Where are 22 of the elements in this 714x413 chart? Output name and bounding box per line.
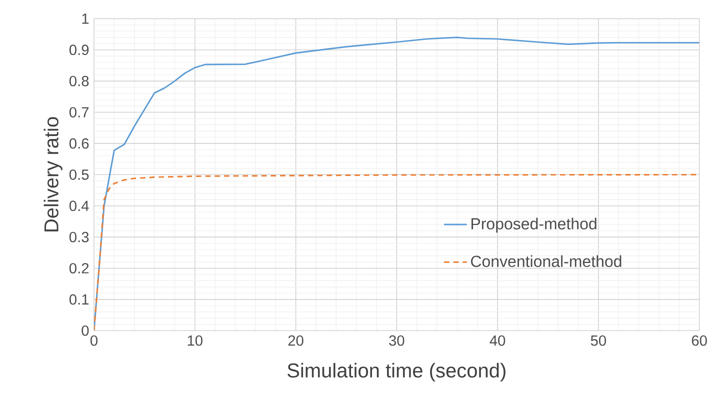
x-tick-label: 60 <box>692 335 707 346</box>
x-tick-label: 50 <box>590 335 606 346</box>
legend-label: Conventional-method <box>471 255 622 267</box>
y-tick-label: 0.3 <box>69 232 89 242</box>
x-tick-label: 30 <box>389 335 404 346</box>
x-tick-label: 40 <box>490 335 506 346</box>
y-tick-label: 0.8 <box>69 76 89 86</box>
y-axis-title: Delivery ratio <box>44 117 62 232</box>
y-tick-label: 0.2 <box>69 262 89 274</box>
y-tick-label: 1 <box>82 13 89 24</box>
legend-label: Proposed-method <box>472 218 596 232</box>
y-tick-label: 0.7 <box>69 106 89 118</box>
y-tick-label: 0.1 <box>69 294 89 304</box>
y-tick-label: 0 <box>82 325 89 336</box>
y-tick-label: 0.4 <box>69 200 89 211</box>
y-tick-label: 0.6 <box>69 138 89 148</box>
x-tick-label: 20 <box>288 335 304 346</box>
x-axis-title: Simulation time (second) <box>288 362 506 382</box>
y-tick-label: 0.5 <box>69 169 89 180</box>
x-tick-label: 10 <box>188 335 202 346</box>
x-tick-label: 0 <box>90 335 98 346</box>
y-tick-label: 0.9 <box>69 44 89 55</box>
